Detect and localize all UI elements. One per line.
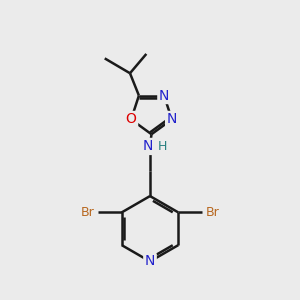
Text: H: H <box>158 140 167 153</box>
Text: N: N <box>167 112 177 127</box>
Text: N: N <box>159 88 169 103</box>
Text: O: O <box>126 112 136 127</box>
Text: N: N <box>145 254 155 268</box>
Text: Br: Br <box>206 206 219 219</box>
Text: N: N <box>142 140 153 153</box>
Text: Br: Br <box>81 206 94 219</box>
